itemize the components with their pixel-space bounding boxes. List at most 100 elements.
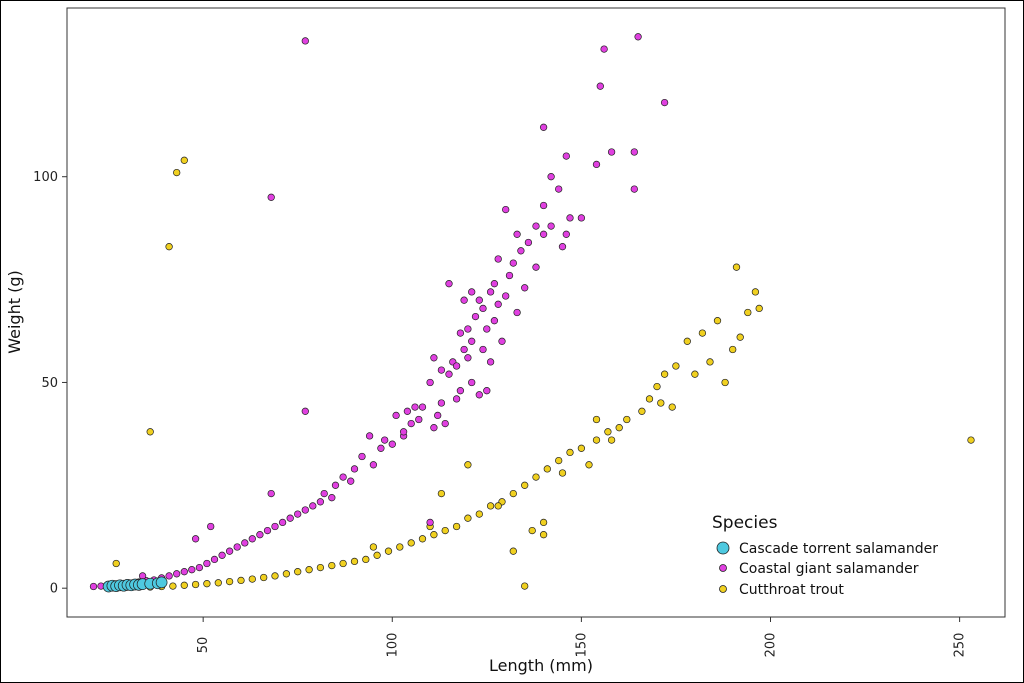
y-axis: 0 50 100 [33, 170, 67, 597]
data-point [286, 514, 294, 522]
data-point [464, 354, 472, 362]
data-point [384, 547, 393, 555]
data-point [271, 572, 279, 580]
data-point [191, 535, 200, 543]
data-point [373, 551, 381, 559]
data-point [165, 572, 173, 580]
data-point [305, 566, 313, 574]
x-tick-label: 100 [385, 633, 400, 658]
data-point [577, 214, 586, 222]
points-layer [89, 33, 975, 593]
data-point [562, 230, 570, 238]
plot-panel [66, 7, 1006, 618]
y-tick-label: 50 [41, 376, 58, 391]
data-point [521, 481, 529, 489]
data-point [331, 481, 340, 489]
data-point [362, 555, 370, 564]
data-point [320, 489, 328, 498]
data-point [479, 345, 487, 354]
data-point [532, 263, 540, 271]
data-point [418, 403, 427, 411]
x-axis-title: Length (mm) [489, 656, 593, 675]
data-point [521, 582, 529, 590]
data-point [237, 576, 245, 585]
data-point [437, 399, 446, 407]
x-tick-label: 200 [764, 633, 779, 658]
data-point [146, 428, 154, 436]
data-point [350, 557, 359, 566]
data-point [517, 247, 525, 255]
data-point [490, 280, 499, 288]
data-point [437, 366, 446, 374]
data-point [668, 403, 676, 411]
data-point [407, 539, 415, 547]
data-point [138, 572, 147, 580]
data-point [509, 489, 517, 498]
data-point [399, 428, 408, 436]
data-point [475, 391, 483, 399]
data-point [452, 522, 461, 531]
data-point [294, 568, 302, 576]
data-point [396, 543, 404, 551]
data-point [657, 399, 665, 407]
data-point [547, 222, 555, 230]
data-point [683, 337, 691, 345]
data-point [490, 317, 499, 325]
data-point [660, 370, 669, 378]
data-point [713, 317, 722, 325]
data-point [155, 576, 168, 589]
data-point [207, 522, 215, 531]
data-point [555, 456, 563, 465]
data-point [456, 387, 465, 395]
data-point [388, 440, 396, 448]
data-point [278, 518, 287, 527]
data-point [169, 582, 177, 590]
data-point [475, 296, 483, 304]
data-point [112, 559, 120, 568]
data-point [369, 461, 378, 469]
data-point [445, 370, 453, 378]
data-point [630, 185, 638, 193]
data-point [502, 292, 510, 300]
data-point [558, 243, 567, 251]
x-tick-label: 50 [196, 637, 211, 654]
data-point [180, 581, 188, 589]
data-point [173, 570, 181, 578]
data-point [528, 526, 536, 535]
data-point [267, 193, 275, 201]
data-point [180, 568, 188, 576]
legend-title: Species [712, 513, 778, 533]
data-point [502, 205, 510, 214]
data-point [623, 415, 631, 424]
data-point [218, 551, 226, 559]
data-point [271, 522, 279, 531]
data-point [706, 358, 714, 366]
data-point [195, 563, 204, 572]
data-point [562, 152, 570, 160]
data-point [173, 168, 181, 177]
data-point [316, 498, 325, 506]
data-point [736, 333, 744, 341]
data-point [509, 547, 517, 555]
data-point [358, 452, 366, 461]
data-point [607, 148, 616, 156]
data-point [263, 526, 272, 535]
data-point [191, 580, 200, 589]
data-point [369, 543, 378, 551]
data-point [967, 436, 975, 444]
data-point [445, 280, 453, 288]
data-point [301, 407, 309, 415]
data-point [475, 510, 483, 518]
y-tick-label: 0 [50, 582, 58, 597]
data-point [441, 419, 449, 428]
data-point [638, 407, 646, 415]
data-point [452, 395, 461, 403]
data-point [532, 222, 540, 230]
data-point [486, 358, 495, 366]
data-point [596, 82, 604, 90]
data-point [434, 411, 442, 420]
data-point [532, 473, 540, 481]
data-point [430, 354, 438, 362]
data-point [437, 489, 446, 498]
